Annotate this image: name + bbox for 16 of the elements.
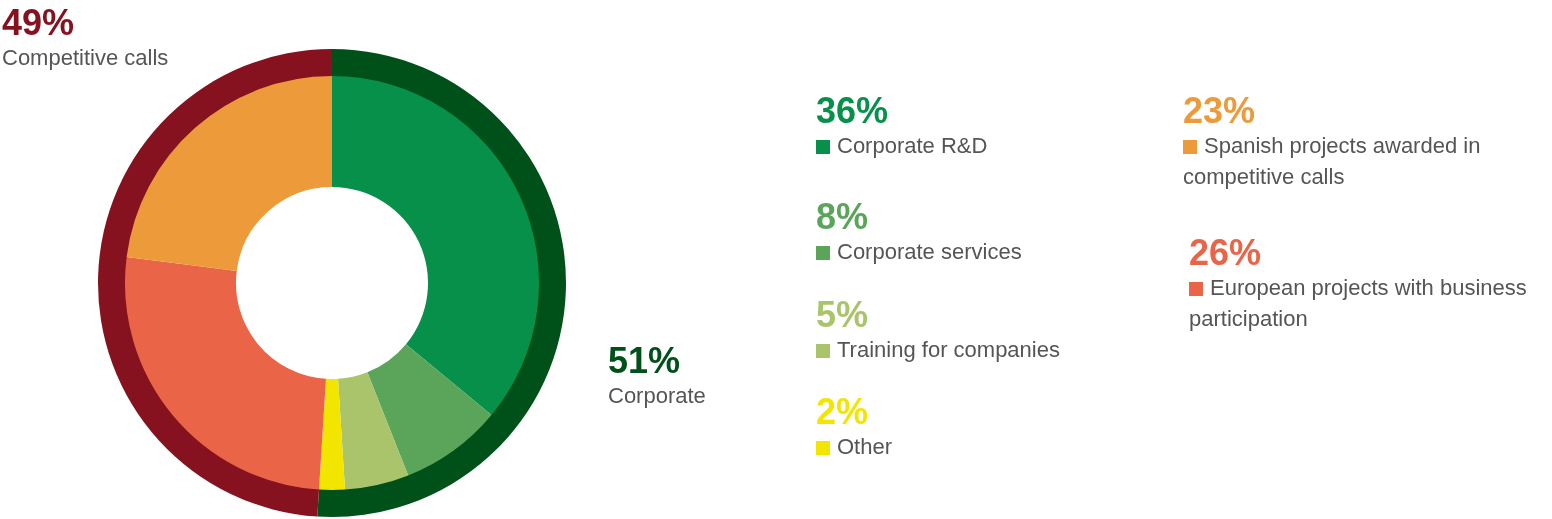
data-label: 51% <box>608 340 681 381</box>
slice-label: Competitive calls <box>2 44 170 72</box>
data-label: 26% <box>1189 232 1263 273</box>
data-label: 8% <box>816 196 870 237</box>
data-label: 2% <box>816 391 870 432</box>
legend-label: Other <box>836 433 894 461</box>
data-label: 23% <box>1183 90 1257 131</box>
legend-label: Corporate R&D <box>836 132 989 160</box>
slice-label: Corporate <box>608 383 706 408</box>
data-label: 5% <box>816 294 870 335</box>
legend-label: European projects with business participation <box>1189 274 1528 333</box>
data-label: 49% <box>2 2 76 43</box>
legend-label: Training for companies <box>836 336 1061 364</box>
legend-label: Corporate services <box>836 238 1023 266</box>
legend-label: Spanish projects awarded in competitive calls <box>1183 132 1482 191</box>
data-label: 36% <box>816 90 890 131</box>
